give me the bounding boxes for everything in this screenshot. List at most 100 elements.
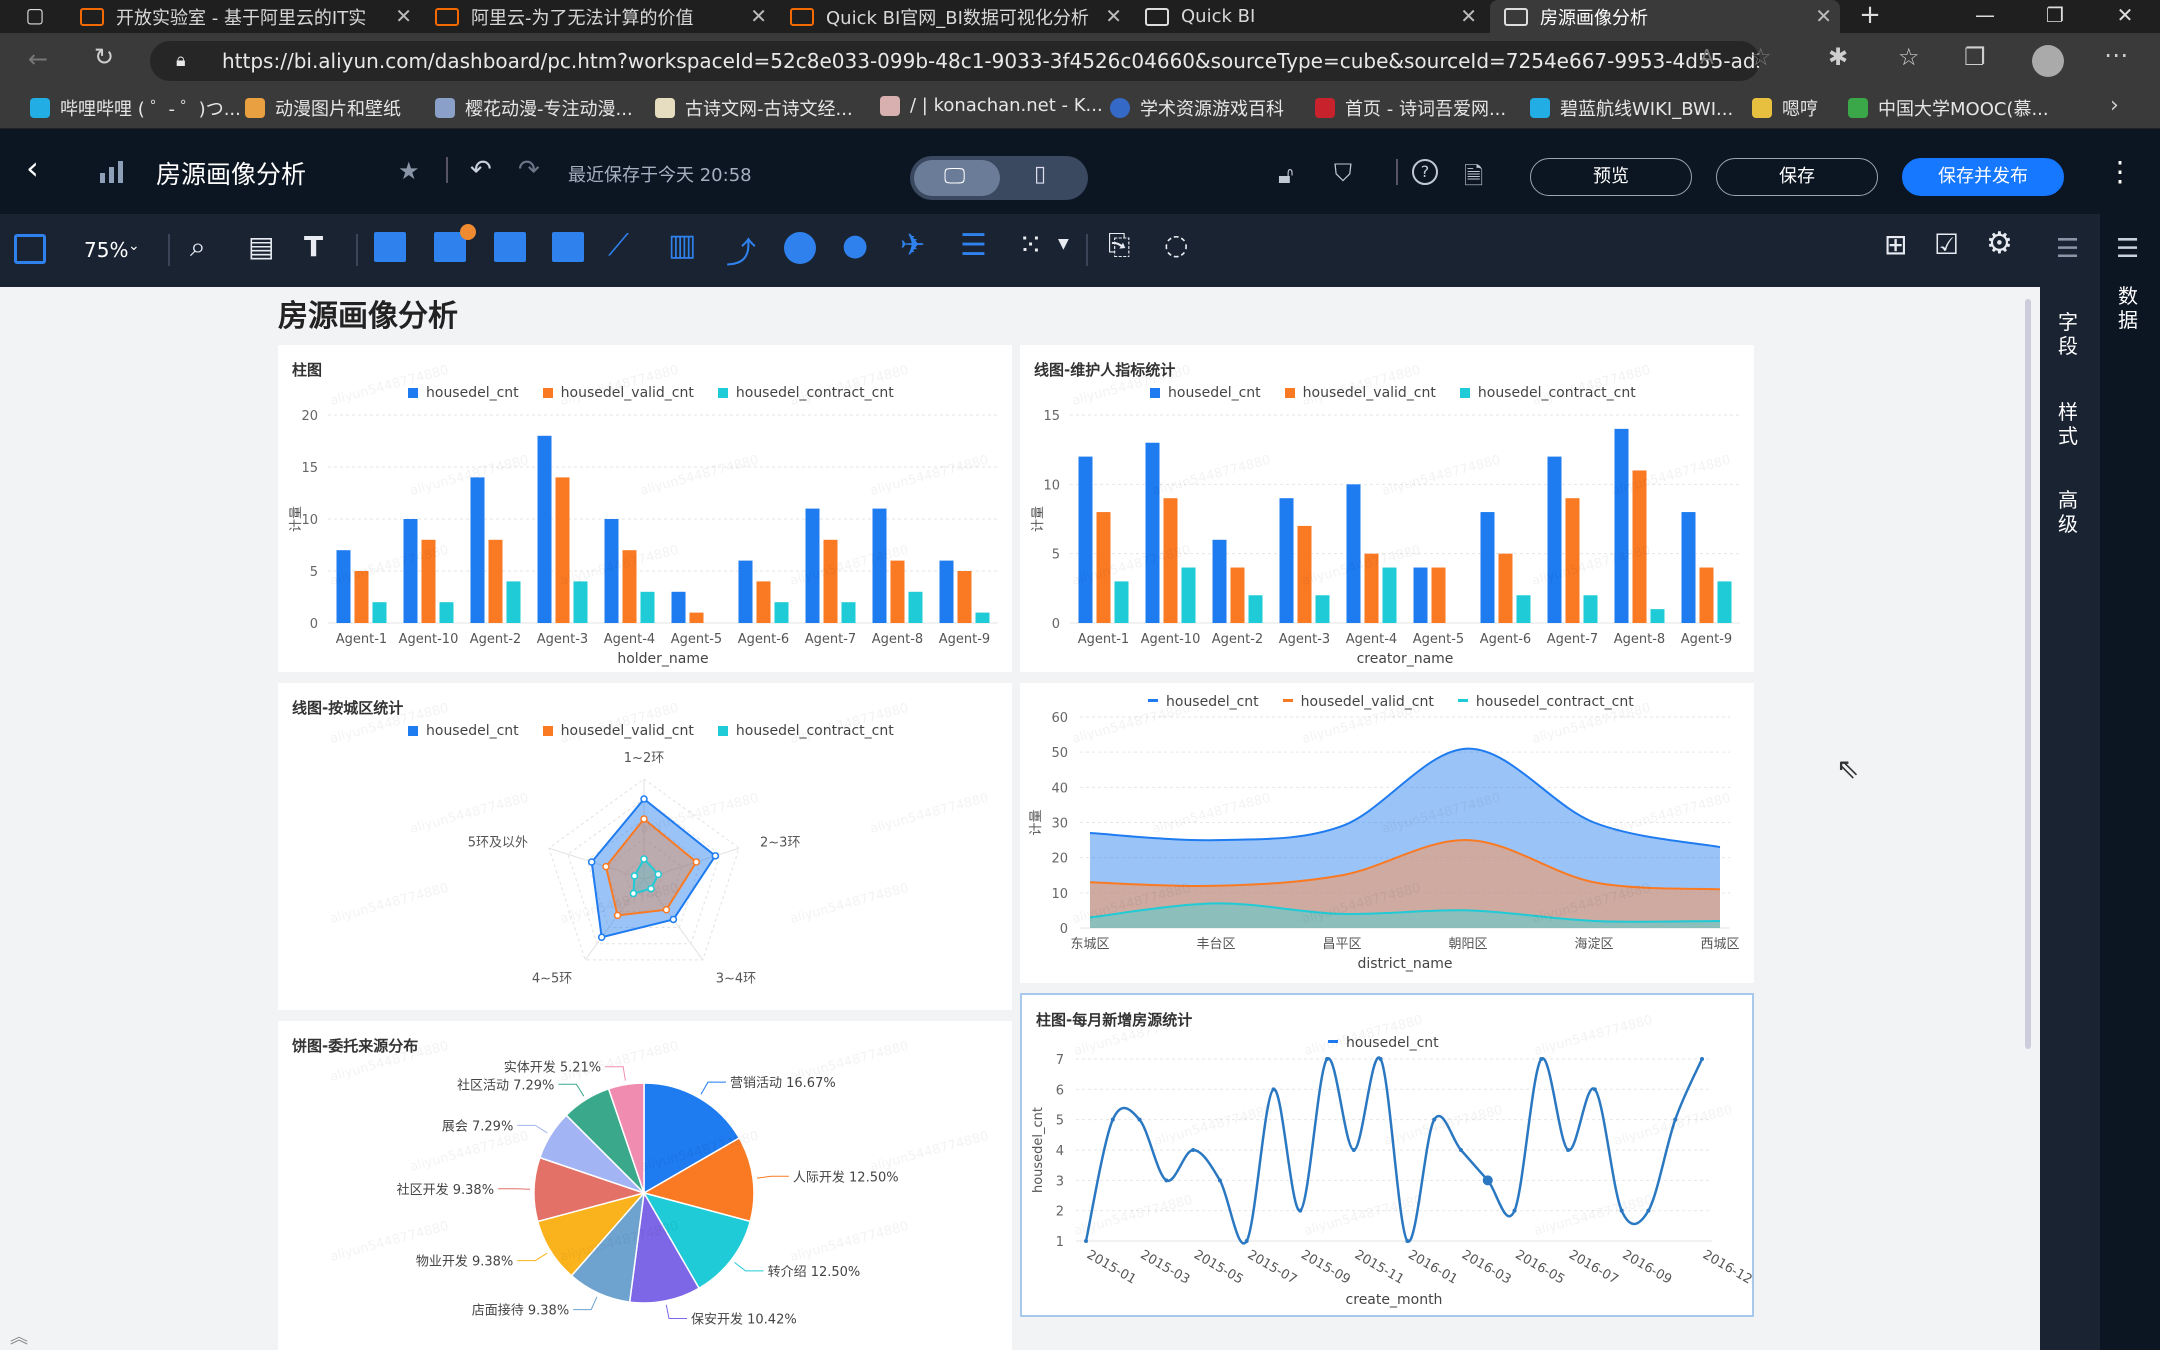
legend-item[interactable]: housedel_valid_cnt — [542, 385, 694, 401]
bar-chart-card[interactable]: 柱图 housedel_cnt housedel_valid_cnt house… — [278, 345, 1012, 672]
legend-item[interactable]: housedel_contract_cnt — [1457, 694, 1634, 710]
back-arrow-icon[interactable]: ‹ — [26, 149, 39, 187]
legend-item[interactable]: housedel_contract_cnt — [1459, 385, 1636, 401]
bookmark-item[interactable]: 首页 - 诗词吾爱网... — [1315, 95, 1506, 121]
zoom-select[interactable]: 75% — [84, 238, 129, 262]
line-chart-card-selected[interactable]: 柱图-每月新增房源统计 housedel_cnt 1 2 3 4 5 6 7 housedel… — [1020, 993, 1754, 1317]
browser-tab-1[interactable]: 开放实验室 - 基于阿里云的IT实 ✕ — [80, 0, 420, 33]
pie-chart-card[interactable]: 饼图-委托来源分布 营销活动 16.67% 人际开发 12.50% 转介绍 12.5… — [278, 1021, 1012, 1350]
style-tab[interactable]: 样式 — [2058, 400, 2078, 448]
chevron-down-icon[interactable]: ⌄ — [128, 238, 140, 254]
desktop-view-button[interactable]: 🖵 — [914, 160, 1000, 196]
legend-item[interactable]: housedel_cnt — [408, 385, 519, 401]
profile-avatar[interactable] — [2032, 45, 2064, 77]
legend-item[interactable]: housedel_cnt — [1328, 1035, 1439, 1051]
bookmark-folder[interactable]: 嗯哼 — [1752, 95, 1818, 121]
text-component-icon[interactable]: T — [304, 230, 324, 263]
collapse-panel-icon[interactable]: ☰ — [2116, 234, 2140, 264]
scatter-chart-icon[interactable]: ● — [842, 228, 869, 263]
line-chart-icon[interactable]: ⟋ — [608, 228, 629, 263]
query-control-icon[interactable]: ⌕ — [190, 230, 206, 263]
combo-chart-icon[interactable]: ⤴ — [726, 236, 756, 271]
bar-chart-card[interactable]: 线图-维护人指标统计 housedel_cnt housedel_valid_c… — [1020, 345, 1754, 672]
close-window-icon[interactable]: ✕ — [2116, 3, 2134, 27]
mobile-view-icon[interactable]: ▯ — [1034, 162, 1047, 187]
browser-tab-2[interactable]: 阿里云-为了无法计算的价值 ✕ — [435, 0, 775, 33]
preview-button[interactable]: 预览 — [1530, 158, 1692, 196]
legend-item[interactable]: housedel_valid_cnt — [542, 723, 694, 739]
lock-icon[interactable]: 🔓︎ — [1278, 161, 1294, 189]
legend-item[interactable]: housedel_cnt — [1150, 385, 1261, 401]
read-aloud-icon[interactable]: A — [1700, 45, 1714, 69]
close-tab-icon[interactable]: ✕ — [395, 4, 412, 28]
bookmark-item[interactable]: 学术资源游戏百科 — [1110, 95, 1284, 121]
more-charts-icon[interactable]: ⁙ — [1018, 228, 1044, 263]
collections-icon[interactable]: ❐ — [1964, 43, 1986, 71]
map-chart-icon[interactable]: ✈ — [900, 228, 926, 263]
back-icon[interactable]: ← — [28, 45, 49, 73]
browser-tab-3[interactable]: Quick BI官网_BI数据可视化分析 ✕ — [790, 0, 1130, 33]
bookmark-item[interactable]: 樱花动漫-专注动漫... — [435, 95, 633, 121]
close-tab-icon[interactable]: ✕ — [1815, 4, 1832, 28]
browser-tab-5-active[interactable]: 房源画像分析 ✕ — [1490, 0, 1840, 33]
advanced-tab[interactable]: 高级 — [2058, 488, 2078, 536]
radar-chart-card[interactable]: 线图-按城区统计 housedel_cnt housedel_valid_cnt… — [278, 683, 1012, 1010]
bookmark-item[interactable]: 中国大学MOOC(慕... — [1848, 95, 2049, 121]
close-tab-icon[interactable]: ✕ — [1460, 4, 1477, 28]
legend-item[interactable]: housedel_valid_cnt — [1282, 694, 1434, 710]
chevron-right-icon[interactable]: › — [2110, 93, 2119, 118]
bookmark-item[interactable]: 哔哩哔哩 ( ゜- ゜)つ... — [30, 95, 241, 121]
help-icon[interactable]: ? — [1412, 159, 1438, 185]
extensions-icon[interactable]: ✱ — [1828, 43, 1849, 71]
dropdown-caret-icon[interactable]: ▼ — [1058, 236, 1069, 252]
close-tab-icon[interactable]: ✕ — [750, 4, 767, 28]
legend-item[interactable]: housedel_cnt — [1148, 694, 1259, 710]
more-menu-icon[interactable]: ⋯ — [2104, 41, 2128, 69]
save-button[interactable]: 保存 — [1716, 158, 1878, 196]
favorites-icon[interactable]: ☆ — [1898, 43, 1920, 71]
dashboard-layout-icon[interactable] — [14, 234, 46, 264]
document-settings-icon[interactable]: 🗎︎ — [1464, 162, 1484, 190]
legend-item[interactable]: housedel_valid_cnt — [1284, 385, 1436, 401]
bar-chart-icon[interactable]: ▥ — [668, 228, 697, 263]
canvas-scrollbar[interactable] — [2025, 299, 2031, 1049]
tab-container-icon[interactable]: ▤ — [248, 230, 275, 263]
star-icon[interactable]: ★ — [398, 157, 420, 185]
card-chart-icon[interactable] — [494, 232, 526, 262]
bookmark-item[interactable]: / | konachan.net - K... — [880, 95, 1103, 116]
scroll-top-icon[interactable]: ︽ — [10, 1327, 28, 1348]
close-tab-icon[interactable]: ✕ — [1105, 4, 1122, 28]
undo-icon[interactable]: ↶ — [470, 155, 492, 185]
pie-chart-icon[interactable] — [784, 232, 816, 264]
bookmark-item[interactable]: 碧蓝航线WIKI_BWI... — [1530, 95, 1733, 121]
new-tab-icon[interactable]: + — [1859, 0, 1881, 30]
tab-actions-icon[interactable]: ▢ — [25, 3, 45, 27]
list-chart-icon[interactable]: ☰ — [960, 228, 987, 263]
dashboard-name[interactable]: 房源画像分析 — [156, 160, 307, 189]
favorite-star-icon[interactable]: ☆ — [1750, 43, 1772, 71]
restore-icon[interactable]: ❐ — [2046, 3, 2064, 27]
cross-table-icon[interactable] — [552, 232, 584, 262]
legend-item[interactable]: housedel_contract_cnt — [717, 385, 894, 401]
kpi-chart-icon[interactable] — [434, 232, 466, 262]
browser-tab-4[interactable]: Quick BI ✕ — [1145, 0, 1485, 33]
field-tab[interactable]: 字段 — [2058, 310, 2078, 358]
clipboard-icon[interactable]: ⎘ — [1108, 228, 1131, 261]
layout-tree-icon[interactable]: ⊞ — [1884, 228, 1908, 261]
ai-chat-icon[interactable]: ◌ — [1164, 228, 1189, 261]
collapse-panel-icon[interactable]: ☰ — [2056, 234, 2080, 264]
bookmark-item[interactable]: 古诗文网-古诗文经... — [655, 95, 853, 121]
url-field[interactable]: 🔒︎ https://bi.aliyun.com/dashboard/pc.ht… — [150, 41, 1760, 81]
redo-icon[interactable]: ↷ — [518, 155, 540, 185]
save-and-publish-button[interactable]: 保存并发布 — [1902, 158, 2064, 196]
reload-icon[interactable]: ↻ — [94, 43, 115, 71]
area-chart-card[interactable]: housedel_cnt housedel_valid_cnt housedel… — [1020, 683, 1754, 983]
check-document-icon[interactable]: ☑ — [1934, 228, 1960, 261]
bookmark-item[interactable]: 动漫图片和壁纸 — [245, 95, 401, 121]
more-vertical-icon[interactable]: ⋮ — [2106, 155, 2134, 188]
gear-icon[interactable]: ⚙ — [1986, 226, 2013, 261]
legend-item[interactable]: housedel_contract_cnt — [717, 723, 894, 739]
table-chart-icon[interactable] — [374, 232, 406, 262]
shield-icon[interactable]: ⛉ — [1334, 159, 1352, 187]
minimize-icon[interactable]: — — [1975, 3, 1995, 27]
